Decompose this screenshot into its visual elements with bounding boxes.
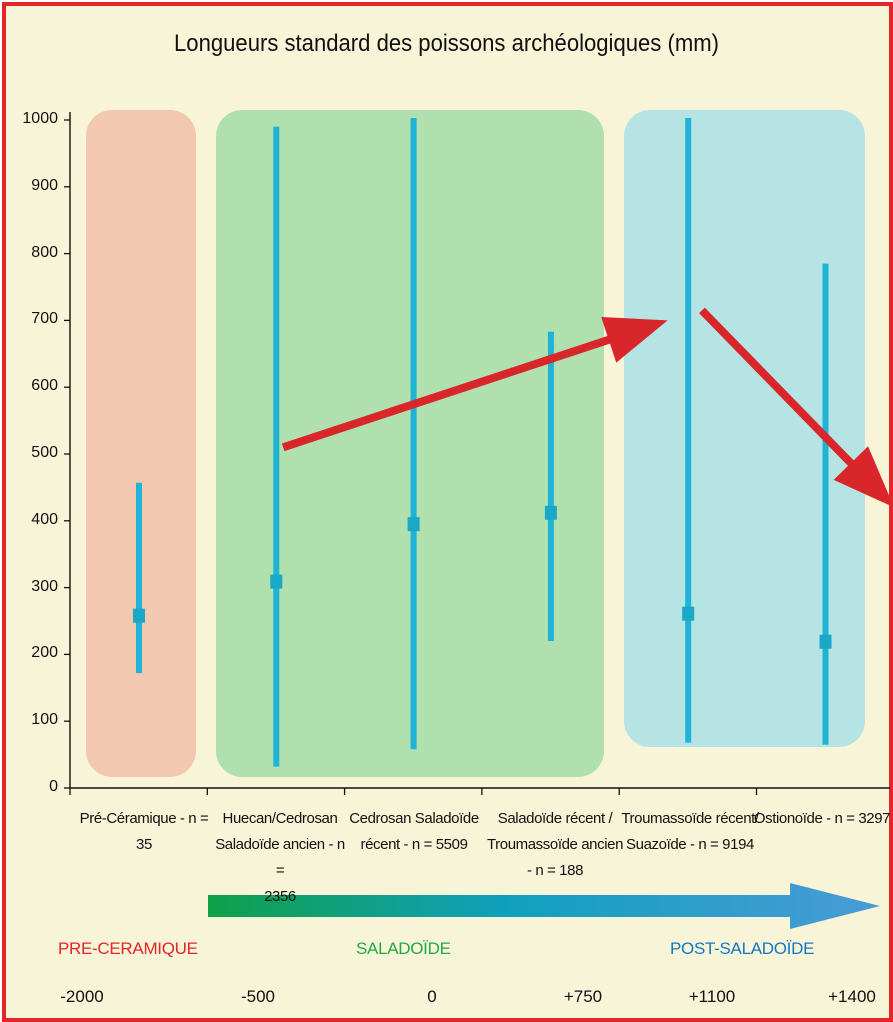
category-label-line: Suazoïde - n = 9194	[626, 836, 754, 853]
category-label-line: - n = 188	[526, 862, 584, 879]
y-tick-label: 300	[31, 577, 58, 595]
y-tick-label: 1000	[22, 110, 58, 127]
y-tick-label: 900	[31, 176, 58, 194]
y-tick-label: 400	[31, 510, 58, 528]
timeline-arrow	[208, 883, 880, 929]
timeline-year-label: +1400	[828, 987, 876, 1006]
category-label-line: Troumassoïde ancien	[486, 836, 624, 853]
trend-arrow-shaft-2	[699, 307, 856, 468]
mean-marker-3	[407, 517, 420, 532]
trend-arrow-shaft-1	[281, 335, 612, 452]
timeline-year-label: 0	[427, 987, 437, 1006]
group-band-3	[624, 110, 865, 747]
category-label-line: Huecan/Cedrosan	[222, 810, 338, 827]
category-label-line: 35	[136, 836, 152, 853]
category-label-line: Cedrosan Saladoïde	[349, 810, 479, 827]
category-label-line: Pré-Céramique - n =	[79, 810, 209, 827]
mean-marker-2	[270, 574, 283, 589]
timeline-year-label: +1100	[688, 987, 736, 1006]
category-label-6: Ostionoïde - n = 3297	[742, 806, 893, 832]
category-label-line: Saladoïde ancien - n =	[215, 836, 345, 879]
category-label-line: récent - n = 5509	[360, 836, 468, 853]
category-label-line: 2356	[264, 888, 296, 905]
timeline-year-label: -2000	[60, 987, 104, 1006]
mean-marker-1	[133, 608, 145, 623]
mean-marker-4	[544, 505, 557, 520]
y-tick-label: 600	[31, 377, 58, 395]
y-tick-label: 0	[49, 778, 58, 795]
chart-title: Longueurs standard des poissons archéolo…	[174, 30, 719, 57]
period-label-1: PRE-CERAMIQUE	[58, 939, 198, 958]
y-tick-label: 800	[31, 243, 58, 261]
trend-arrow-head-1	[601, 317, 668, 363]
category-label-1: Pré-Céramique - n = 35	[74, 806, 214, 858]
category-label-line: Troumassoïde récent/	[621, 810, 759, 827]
group-band-1	[86, 110, 196, 777]
category-label-5: Troumassoïde récent/Suazoïde - n = 9194	[620, 806, 760, 858]
category-label-3: Cedrosan Saladoïde récent - n = 5509	[344, 806, 484, 858]
category-label-line: Ostionoïde - n = 3297	[753, 810, 891, 827]
mean-marker-6	[819, 634, 832, 649]
period-label-3: POST-SALADOÏDE	[670, 939, 815, 958]
category-label-2: Huecan/Cedrosan Saladoïde ancien - n = 235…	[210, 806, 350, 910]
y-tick-label: 200	[31, 644, 58, 662]
trend-arrow-head-2	[833, 446, 893, 507]
mean-marker-5	[682, 606, 695, 621]
y-tick-label: 500	[31, 444, 58, 461]
timeline-year-label: -500	[240, 987, 276, 1006]
y-tick-label: 100	[31, 711, 58, 729]
period-label-2: SALADOÏDE	[356, 939, 451, 958]
group-band-2	[216, 110, 604, 777]
category-label-line: Saladoïde récent /	[497, 810, 613, 827]
timeline-year-label: +750	[563, 987, 603, 1006]
y-tick-label: 700	[31, 310, 58, 328]
category-label-4: Saladoïde récent / Troumassoïde ancien - n…	[485, 806, 625, 884]
